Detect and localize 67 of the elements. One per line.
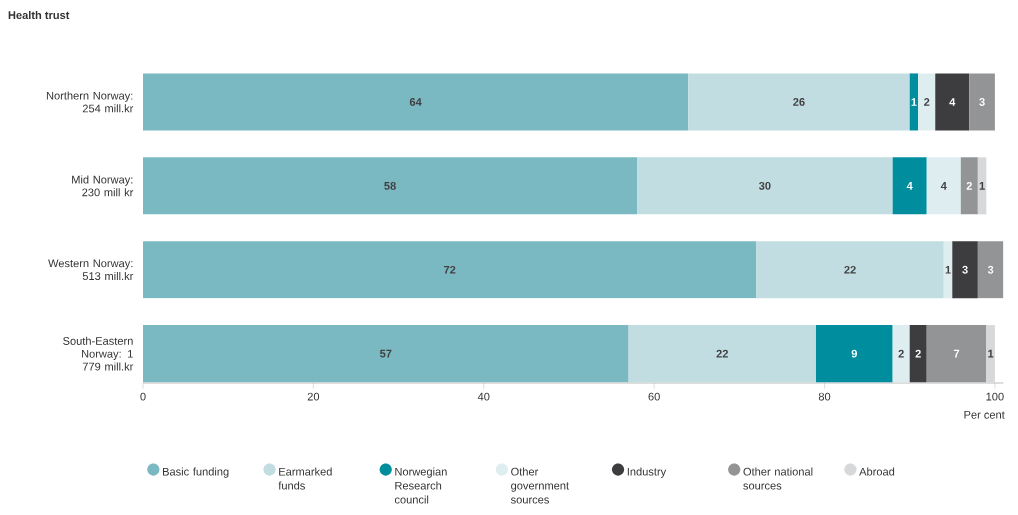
data-label: 9 [851,349,857,358]
bar [892,157,927,215]
data-label: 3 [979,98,985,106]
data-label: 1 [945,265,951,274]
data-label: 72 [444,265,456,274]
legend-label: Norwegian Research council [394,467,447,504]
bar [918,73,936,131]
data-label: 4 [906,182,913,190]
bar [935,73,970,131]
y-tick-label: Western Norway: 513 mill.kr [48,259,134,280]
data-label: 57 [379,349,392,358]
legend-label: Other government sources [510,467,569,504]
bar [688,73,910,131]
text: Health trust [8,10,70,20]
data-label: 26 [793,98,805,106]
bar [815,325,893,383]
bar [977,241,1004,299]
bar [926,157,961,215]
x-tick-label: 40 [477,392,490,401]
data-label: 2 [966,181,972,190]
bar [143,157,638,215]
bar [926,325,987,383]
bar [969,73,995,131]
data-label: 22 [844,265,856,274]
x-tick-label: 60 [648,392,660,401]
data-label: 3 [987,265,994,274]
y-tick-label: Northern Norway: 254 mill.kr [46,91,134,113]
bar [756,241,944,299]
data-label: 30 [758,181,771,190]
y-tick-label: South-Eastern Norway: 1 779 mill.kr [63,336,134,371]
x-tick-label: 80 [818,392,831,401]
bar [143,241,757,299]
x-tick-label: 100 [986,392,1004,401]
bar [943,241,953,299]
data-label: 1 [979,182,985,190]
data-label: 1 [911,98,917,106]
data-label: 1 [988,349,994,358]
legend-label: Earmarked funds [278,467,332,490]
data-label: 3 [962,265,968,274]
x-tick-label: 20 [307,392,320,401]
bar [977,157,987,215]
bar [909,325,927,383]
legend-label: Abroad [859,467,895,476]
x-axis-title: Per cent [964,410,1005,419]
legend-label: Other national sources [743,467,813,490]
bar [628,325,816,383]
data-label: 58 [384,181,396,190]
bar [986,325,995,383]
data-label: 22 [716,349,728,358]
data-label: 4 [949,98,956,106]
legend-label: Industry [627,467,667,478]
x-tick-label: 0 [140,392,146,401]
data-label: 2 [915,349,921,358]
bar [892,325,910,383]
bar [637,157,893,215]
data-label: 7 [953,349,960,358]
bar [143,73,689,131]
bar [960,157,978,215]
data-label: 4 [940,182,947,190]
data-label: 64 [409,98,422,106]
bar [909,73,919,131]
data-label: 2 [898,349,904,358]
y-tick-label: Mid Norway: 230 mill kr [72,175,134,197]
bar [143,325,629,383]
data-label: 2 [924,98,930,106]
legend-label: Basic funding [163,467,229,478]
bar [952,241,978,299]
